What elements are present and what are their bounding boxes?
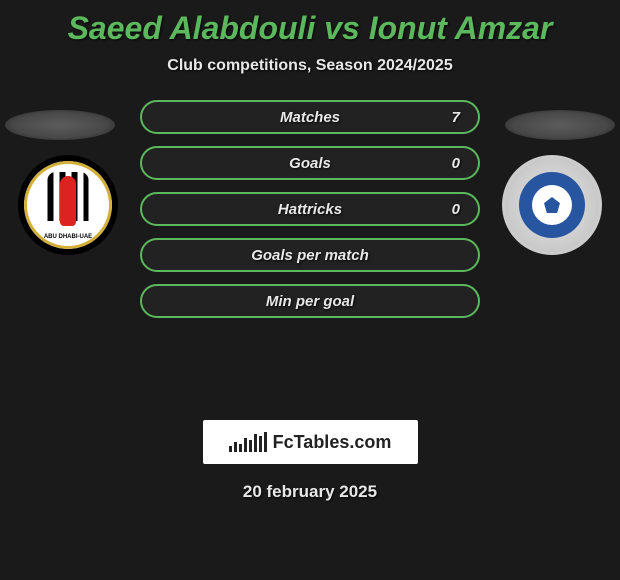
- club-badge-left-text: ABU DHABI-UAE: [27, 234, 109, 240]
- stat-row-goals-per-match: Goals per match: [140, 238, 480, 272]
- stat-row-hattricks: Hattricks 0: [140, 192, 480, 226]
- brand-chart-icon: [229, 432, 267, 452]
- brand-text: FcTables.com: [273, 432, 392, 453]
- stat-label: Min per goal: [266, 293, 354, 310]
- brand-box: FcTables.com: [203, 420, 418, 464]
- stat-row-goals: Goals 0: [140, 146, 480, 180]
- stat-value-right: 0: [452, 201, 460, 218]
- subtitle: Club competitions, Season 2024/2025: [0, 57, 620, 75]
- stat-label: Hattricks: [278, 201, 342, 218]
- club-badge-right: 1945: [502, 155, 602, 255]
- football-icon: [532, 185, 572, 225]
- player-figure-icon: [60, 176, 76, 226]
- stat-value-right: 0: [452, 155, 460, 172]
- comparison-area: ABU DHABI-UAE 1945 Matches 7 Goals 0 Hat…: [0, 100, 620, 420]
- player-left-silhouette: [5, 110, 115, 140]
- page-title: Saeed Alabdouli vs Ionut Amzar: [0, 0, 620, 47]
- club-badge-right-year: 1945: [505, 226, 599, 238]
- stats-column: Matches 7 Goals 0 Hattricks 0 Goals per …: [140, 100, 480, 330]
- player-right-silhouette: [505, 110, 615, 140]
- stat-value-right: 7: [452, 109, 460, 126]
- stat-label: Goals: [289, 155, 331, 172]
- stat-row-min-per-goal: Min per goal: [140, 284, 480, 318]
- club-badge-left: ABU DHABI-UAE: [18, 155, 118, 255]
- stat-row-matches: Matches 7: [140, 100, 480, 134]
- stat-label: Matches: [280, 109, 340, 126]
- date-text: 20 february 2025: [0, 482, 620, 502]
- club-badge-left-inner: ABU DHABI-UAE: [24, 161, 112, 249]
- stat-label: Goals per match: [251, 247, 369, 264]
